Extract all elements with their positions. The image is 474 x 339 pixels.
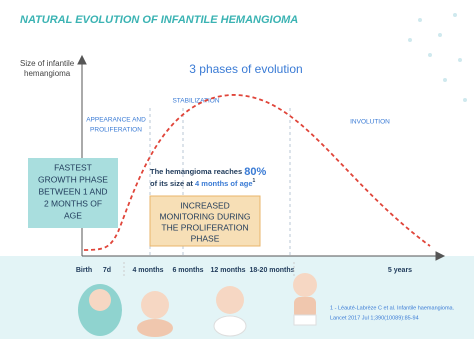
- fastest-box: [28, 158, 118, 228]
- heading: 3 phases of evolution: [189, 62, 302, 76]
- callout-value: 4 months of age: [195, 179, 253, 188]
- babies: [78, 273, 317, 337]
- reference: Lancet 2017 Jul 1;390(10089):85-94: [330, 315, 419, 321]
- callout-text: The hemangioma reaches: [150, 167, 244, 176]
- phase-label: INVOLUTION: [350, 119, 390, 126]
- callout: of its size at 4 months of age1: [150, 178, 256, 188]
- phase-label: STABILIZATION: [172, 98, 219, 105]
- fastest-text: AGE: [64, 210, 82, 220]
- fastest-text: GROWTH PHASE: [38, 174, 108, 184]
- growth-curve: [83, 94, 431, 251]
- phase-label: APPEARANCE AND: [86, 117, 146, 124]
- timeline-label: 4 months: [132, 267, 163, 274]
- monitoring-box: [149, 195, 261, 247]
- timeline-label: 5 years: [388, 267, 412, 274]
- callout-text: of its size at: [150, 179, 195, 188]
- timeline-label: 18-20 months: [249, 267, 294, 274]
- dot-pattern: [408, 13, 467, 102]
- y-axis-label: Size of infantile: [20, 59, 75, 68]
- phase-label: PROLIFERATION: [90, 127, 142, 134]
- callout-ref: 1: [253, 178, 256, 184]
- monitoring-text: THE PROLIFERATION: [161, 222, 248, 232]
- timeline-separators: [123, 262, 295, 278]
- fastest-text: FASTEST: [54, 162, 92, 172]
- monitoring-text: PHASE: [191, 233, 220, 243]
- timeline-label: 7d: [103, 267, 111, 274]
- fastest-text: BETWEEN 1 AND: [39, 186, 108, 196]
- callout-value: 80%: [244, 166, 266, 178]
- timeline-label: 6 months: [172, 267, 203, 274]
- fastest-text: 2 MONTHS OF: [44, 198, 102, 208]
- callout: The hemangioma reaches 80%: [150, 166, 266, 178]
- timeline-label: Birth: [76, 267, 92, 274]
- timeline-label: 12 months: [210, 267, 245, 274]
- monitoring-text: INCREASED: [180, 200, 230, 210]
- title: NATURAL EVOLUTION OF INFANTILE HEMANGIOM…: [20, 14, 298, 26]
- monitoring-text: MONITORING DURING: [160, 211, 251, 221]
- y-axis-label: hemangioma: [24, 69, 71, 78]
- reference: 1 - Léauté-Labrèze C et al. Infantile ha…: [330, 305, 455, 311]
